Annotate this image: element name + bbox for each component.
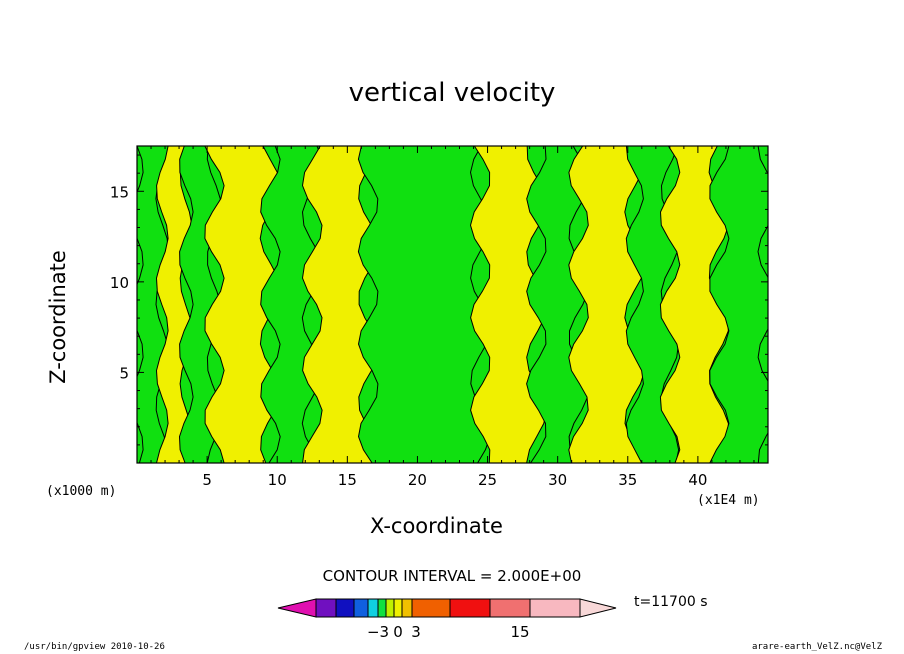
- x-tick-label: 10: [268, 471, 287, 489]
- y-tick-label: 15: [110, 183, 129, 201]
- contour-interval-label: CONTOUR INTERVAL = 2.000E+00: [322, 567, 582, 585]
- y-tick-label: 5: [119, 364, 129, 382]
- colorbar-segment: [393, 598, 403, 618]
- chart-title: vertical velocity: [348, 78, 556, 108]
- contour-band-green: [526, 146, 589, 463]
- colorbar-segment: [353, 598, 369, 618]
- x-tick-label: 35: [618, 471, 637, 489]
- y-axis-label: Z-coordinate: [46, 250, 70, 384]
- x-unit-right: (x1E4 m): [697, 493, 760, 508]
- colorbar-left-arrow: [277, 598, 317, 618]
- colorbar-segment: [367, 598, 379, 618]
- footer-left: /usr/bin/gpview 2010-10-26: [24, 642, 165, 652]
- plot-area: [136, 145, 769, 464]
- colorbar-label: 15: [510, 623, 529, 641]
- contour-band-green: [709, 146, 768, 463]
- contour-band-green: [260, 146, 323, 463]
- colorbar-label: 3: [411, 623, 421, 641]
- footer-right: arare-earth_VelZ.nc@VelZ: [751, 642, 882, 652]
- x-tick-label: 25: [478, 471, 497, 489]
- colorbar-segment: [315, 598, 337, 618]
- colorbar-segment: [411, 598, 451, 618]
- time-label: t=11700 s: [634, 594, 708, 610]
- axis-ticks: 5 10 15 20 25 30 35 40 5 10 15: [110, 146, 768, 489]
- y-tick-label: 10: [110, 274, 129, 292]
- colorbar-segment: [449, 598, 491, 618]
- x-unit-left: (x1000 m): [46, 484, 117, 499]
- contour-band-yellow: [659, 146, 730, 463]
- colorbar-segment: [335, 598, 355, 618]
- colorbar-label: 0: [393, 623, 403, 641]
- x-tick-label: 5: [202, 471, 212, 489]
- colorbar-segment: [529, 598, 581, 618]
- x-tick-label: 20: [408, 471, 427, 489]
- colorbar-segment: [401, 598, 413, 618]
- colorbar-label: −3: [367, 623, 389, 641]
- x-tick-label: 15: [338, 471, 357, 489]
- contour-band-green: [357, 146, 492, 463]
- x-tick-label: 40: [688, 471, 707, 489]
- colorbar-right-arrow: [579, 598, 617, 618]
- colorbar: −3 0 3 15: [277, 598, 617, 641]
- x-axis-label: X-coordinate: [370, 514, 503, 538]
- plot-frame: [136, 145, 769, 464]
- colorbar-segment: [377, 598, 387, 618]
- colorbar-segment: [489, 598, 531, 618]
- x-tick-label: 30: [548, 471, 567, 489]
- colorbar-segment: [385, 598, 395, 618]
